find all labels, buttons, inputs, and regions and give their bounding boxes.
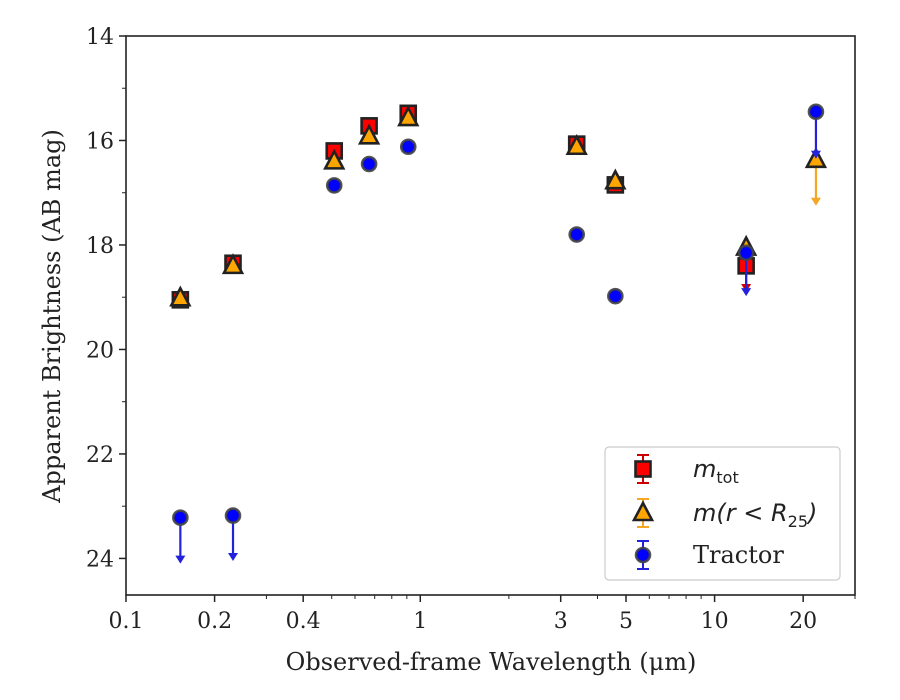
legend-box <box>604 446 841 581</box>
data-point-triangle <box>221 253 245 275</box>
legend-marker-triangle <box>631 500 655 522</box>
triangle-marker <box>397 105 420 127</box>
circle-marker <box>607 287 624 305</box>
data-point-circle <box>325 177 343 194</box>
circle-marker <box>325 177 343 194</box>
data-point-triangle <box>604 168 627 190</box>
y-axis-label: Apparent Brightness (AB mag) <box>38 129 66 504</box>
x-tick-label: 0.2 <box>197 609 232 634</box>
triangle-marker <box>631 500 655 522</box>
data-point-triangle <box>357 123 381 145</box>
legend-label: Tractor <box>693 541 784 569</box>
legend: mtot m(r < R25) Tractor <box>604 446 841 581</box>
data-point-circle <box>360 155 378 173</box>
circle-marker <box>737 244 755 262</box>
data-point-triangle <box>565 133 588 156</box>
triangle-marker <box>323 148 346 170</box>
y-tick-label: 14 <box>86 25 114 50</box>
upper-limit-arrow-head <box>228 553 239 562</box>
circle-marker <box>399 138 417 156</box>
x-tick-label: 1 <box>413 609 427 634</box>
square-marker <box>634 460 652 478</box>
circle-marker <box>360 155 378 173</box>
triangle-marker <box>221 253 245 275</box>
y-tick-label: 24 <box>86 547 114 572</box>
y-tick-label: 20 <box>86 338 114 363</box>
data-point-triangle <box>323 148 346 170</box>
data-point-circle <box>568 226 586 243</box>
upper-limit-arrow-head <box>741 288 752 297</box>
triangle-marker <box>357 123 381 145</box>
x-tick-label: 0.4 <box>286 609 321 634</box>
data-point-circle <box>399 138 417 156</box>
y-tick-label: 22 <box>86 443 114 468</box>
x-axis-label: Observed-frame Wavelength (μm) <box>286 648 697 676</box>
legend-label: mtot <box>693 455 739 487</box>
series-triangle <box>169 105 828 307</box>
y-tick-label: 16 <box>86 129 114 154</box>
x-tick-label: 20 <box>789 609 817 634</box>
data-point-circle <box>607 287 624 305</box>
x-tick-label: 0.1 <box>109 609 144 634</box>
legend-label: m(r < R25) <box>693 499 817 531</box>
data-point-circle <box>807 103 825 121</box>
data-point-circle <box>172 509 189 526</box>
upper-limit-arrow-head <box>175 555 186 564</box>
triangle-marker <box>565 133 588 156</box>
triangle-marker <box>604 168 627 190</box>
upper-limit-arrow-head <box>810 150 821 159</box>
plot-frame <box>125 35 856 596</box>
legend-marker-circle <box>634 546 652 564</box>
upper-limit-arrow-head <box>810 197 821 206</box>
x-tick-label: 5 <box>619 609 633 634</box>
data-point-triangle <box>169 285 192 307</box>
series-circle <box>172 103 825 564</box>
circle-marker <box>568 226 586 243</box>
y-tick-label: 18 <box>86 234 114 259</box>
legend-marker-square <box>634 460 652 478</box>
plot-area: 14 16 18 20 22 24 0.1 0.2 0.4 1 3 5 10 20 <box>86 25 856 634</box>
circle-marker <box>224 507 242 524</box>
data-point-triangle <box>397 105 420 127</box>
triangle-marker <box>169 285 192 307</box>
circle-marker <box>172 509 189 526</box>
circle-marker <box>807 103 825 121</box>
x-tick-label: 10 <box>701 609 729 634</box>
x-tick-label: 3 <box>554 609 568 634</box>
data-point-circle <box>224 507 242 524</box>
data-point-circle <box>737 244 755 262</box>
circle-marker <box>634 546 652 564</box>
